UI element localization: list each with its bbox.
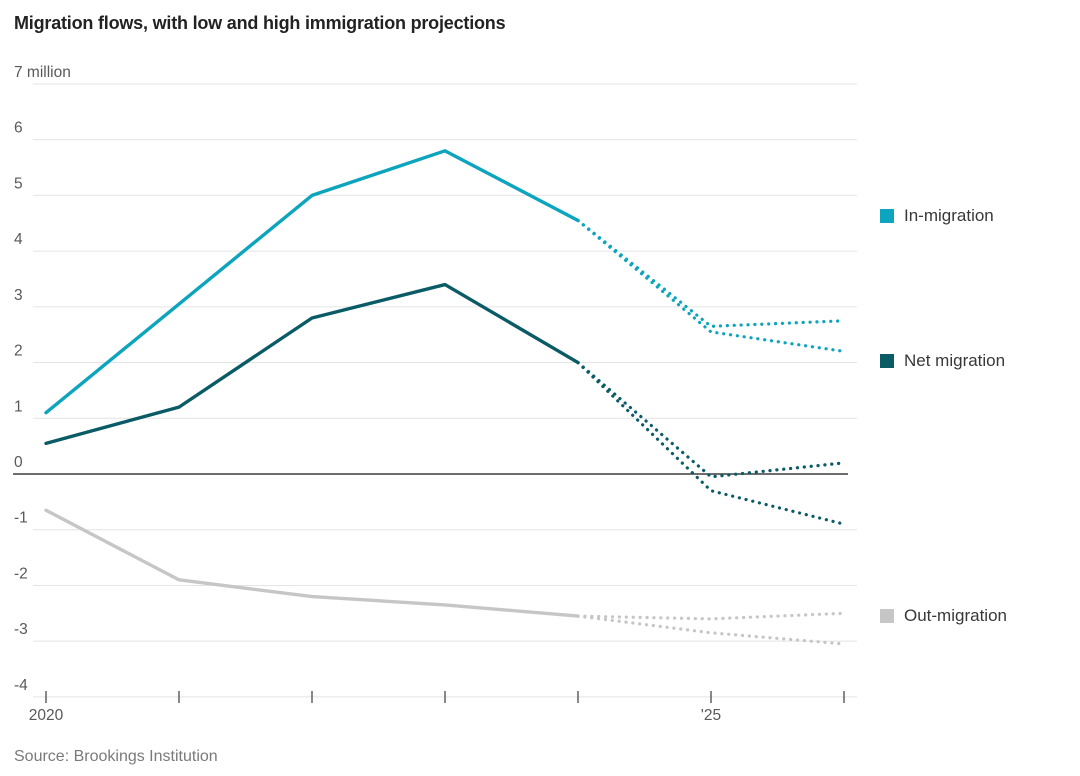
- in-migration-line-projection-low: [576, 218, 846, 354]
- legend-label-in-migration: In-migration: [904, 206, 994, 225]
- net-migration-line-projection-high: [576, 360, 846, 479]
- legend-item-in-migration: In-migration: [880, 206, 994, 226]
- net-migration-swatch-icon: [880, 354, 894, 368]
- legend-item-out-migration: Out-migration: [880, 606, 1007, 626]
- y-tick-label-2: 2: [14, 343, 23, 360]
- in-migration-line-projection-high: [576, 218, 846, 328]
- out-migration-line-projection-low: [576, 614, 846, 646]
- x-tick-label-2020: 2020: [29, 707, 64, 724]
- net-migration-line-historical: [44, 282, 580, 446]
- y-tick-label-7: 7 million: [14, 64, 71, 81]
- y-tick-label-0: 0: [14, 454, 23, 471]
- in-migration-swatch-icon: [880, 209, 894, 223]
- y-tick-label--3: -3: [14, 621, 28, 638]
- out-migration-line-historical: [44, 508, 580, 618]
- y-tick-label--4: -4: [14, 677, 28, 694]
- source-note: Source: Brookings Institution: [14, 748, 218, 765]
- out-migration-line-projection-high: [576, 611, 846, 621]
- x-tick-label-2025: '25: [701, 707, 721, 724]
- y-tick-label-4: 4: [14, 231, 23, 248]
- y-tick-label--2: -2: [14, 565, 28, 582]
- y-tick-label--1: -1: [14, 510, 28, 527]
- y-tick-label-5: 5: [14, 175, 23, 192]
- chart-title: Migration flows, with low and high immig…: [14, 13, 506, 33]
- legend-label-out-migration: Out-migration: [904, 606, 1007, 625]
- out-migration-swatch-icon: [880, 609, 894, 623]
- legend-label-net-migration: Net migration: [904, 351, 1006, 370]
- y-tick-label-1: 1: [14, 398, 23, 415]
- net-migration-line-projection-low: [576, 360, 846, 526]
- y-tick-label-6: 6: [14, 120, 23, 137]
- in-migration-line-historical: [44, 149, 580, 415]
- legend-item-net-migration: Net migration: [880, 351, 1005, 371]
- y-tick-label-3: 3: [14, 287, 23, 304]
